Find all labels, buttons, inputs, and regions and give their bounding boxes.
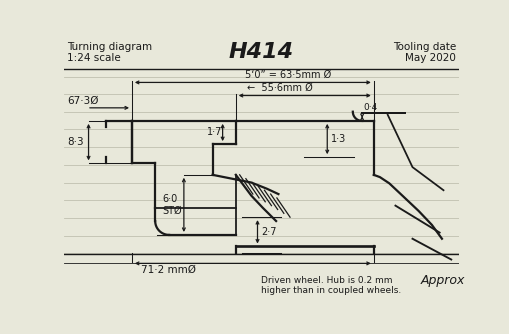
Text: 2·7: 2·7 [261,227,276,237]
Text: 6·0
STØ: 6·0 STØ [162,194,181,216]
Text: 0·4: 0·4 [363,103,377,112]
Text: Driven wheel. Hub is 0.2 mm
higher than in coupled wheels.: Driven wheel. Hub is 0.2 mm higher than … [261,276,401,295]
Text: 67·3Ø: 67·3Ø [67,96,98,106]
Text: 8·3: 8·3 [67,137,83,147]
Text: 1·3: 1·3 [330,134,346,144]
Text: Turning diagram
1:24 scale: Turning diagram 1:24 scale [67,42,152,63]
Text: Approx: Approx [419,274,464,287]
Text: H414: H414 [229,42,293,61]
Text: 5‘0” = 63·5mm Ø: 5‘0” = 63·5mm Ø [245,69,331,79]
Text: 71·2 mmØ: 71·2 mmØ [141,265,196,275]
Text: Tooling date
May 2020: Tooling date May 2020 [392,42,455,63]
Text: 1·7: 1·7 [207,128,222,138]
Text: ←  55·6mm Ø: ← 55·6mm Ø [247,83,313,93]
